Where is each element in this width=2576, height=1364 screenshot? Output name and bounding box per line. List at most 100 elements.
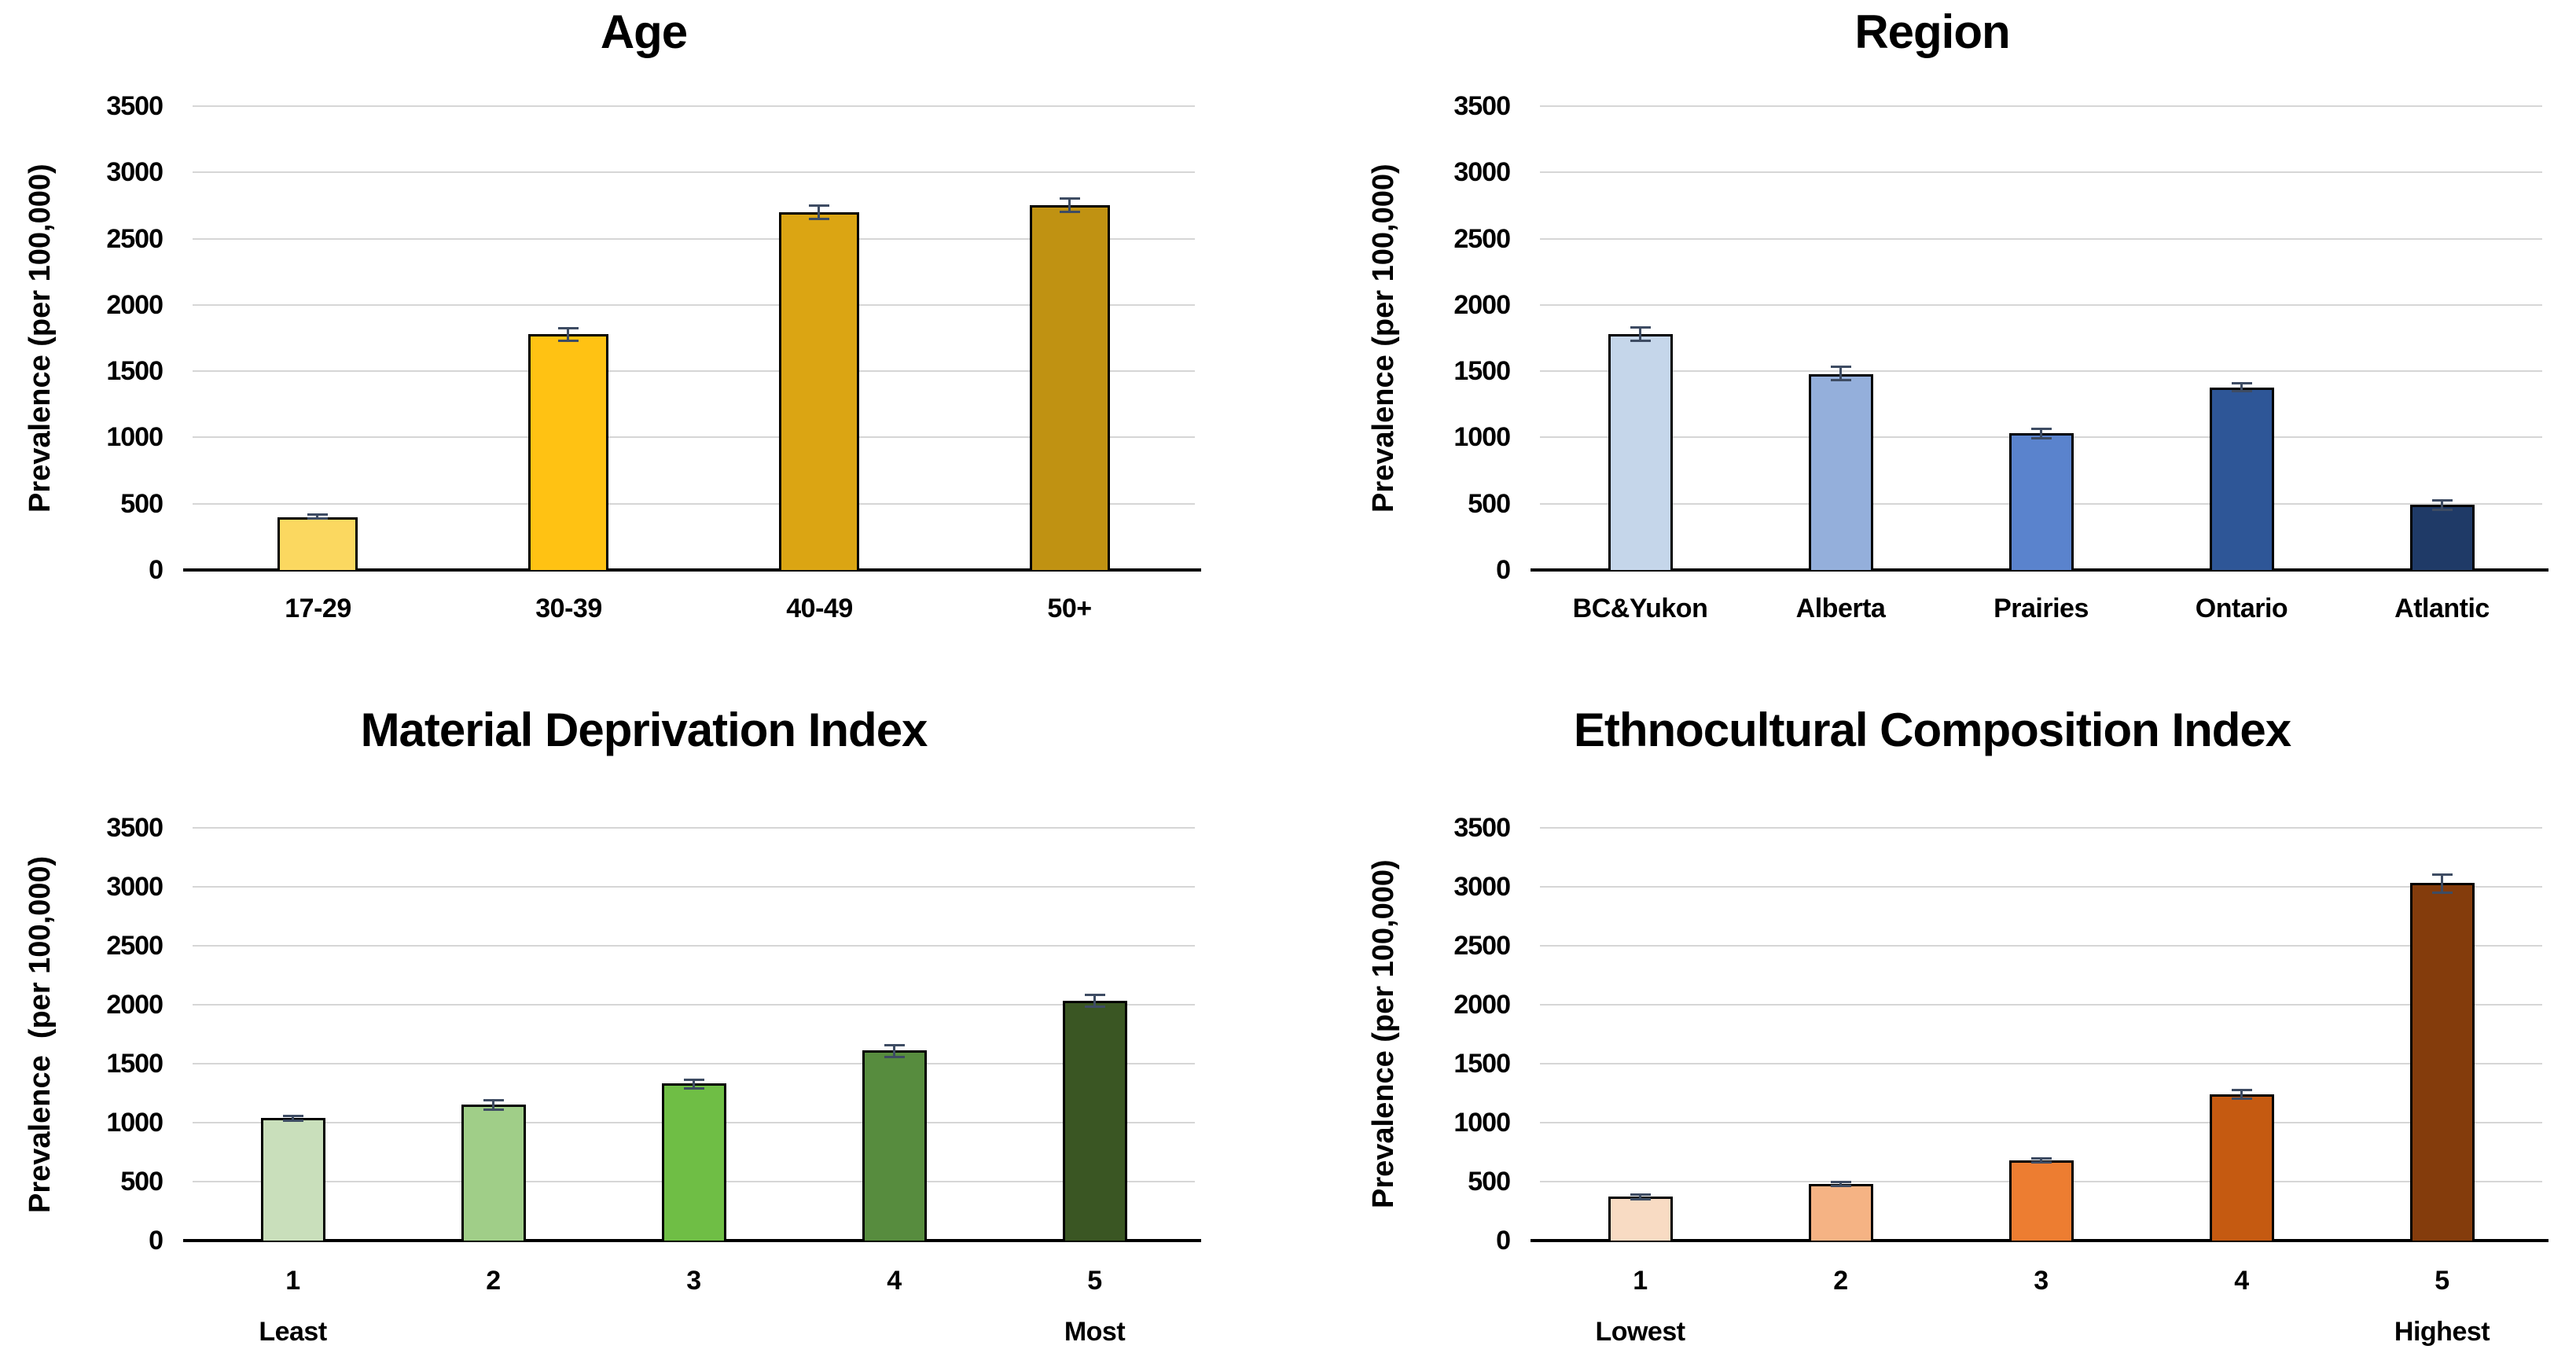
x-axis-label: Alberta xyxy=(1795,594,1886,623)
y-axis-tick: 3500 xyxy=(106,813,164,843)
y-gridline xyxy=(1540,171,2542,173)
y-axis-tick: 500 xyxy=(1468,489,1511,519)
y-gridline xyxy=(193,105,1195,107)
error-bar-line xyxy=(1839,1181,1842,1187)
chart-age: Age Prevalence (per 100,000) 3500 3000 250… xyxy=(0,0,1288,682)
y-gridline xyxy=(1540,827,2542,829)
error-bar-cap-top xyxy=(1831,1181,1851,1183)
x-axis-label: 5 xyxy=(2435,1266,2449,1296)
error-bar-cap-top xyxy=(483,1099,504,1101)
y-gridline xyxy=(193,1063,1195,1064)
y-axis-tick: 0 xyxy=(149,1226,164,1256)
x-axis-label: 4 xyxy=(2234,1266,2249,1296)
y-axis-tick: 1000 xyxy=(106,1108,164,1138)
error-bar-cap-top xyxy=(684,1079,704,1081)
chart-title: Material Deprivation Index xyxy=(360,704,928,756)
error-bar-cap-bottom xyxy=(1831,1185,1851,1187)
x-axis-label: 4 xyxy=(887,1266,902,1296)
error-bar-cap-top xyxy=(884,1044,905,1046)
bar xyxy=(2210,388,2274,570)
error-bar-line xyxy=(567,327,569,342)
error-bar-cap-top xyxy=(1085,994,1105,996)
y-gridline xyxy=(193,238,1195,240)
y-axis-tick: 3500 xyxy=(1453,91,1511,121)
error-bar xyxy=(483,1099,504,1111)
y-axis-tick: 3500 xyxy=(1453,813,1511,843)
error-bar-line xyxy=(292,1115,294,1122)
plot-area xyxy=(1531,827,2548,1242)
y-gridline xyxy=(193,436,1195,438)
bar xyxy=(1063,1001,1127,1241)
y-axis-tick: 2000 xyxy=(106,990,164,1020)
error-bar-line xyxy=(492,1099,494,1111)
y-axis-tick: 1000 xyxy=(106,422,164,452)
y-axis-tick: 2000 xyxy=(1453,290,1511,320)
bar xyxy=(2410,883,2475,1241)
x-axis-label: Atlantic xyxy=(2394,594,2490,623)
error-bar xyxy=(1630,326,1651,342)
y-axis-tick: 3000 xyxy=(106,157,164,187)
x-axis-sublabel: Highest xyxy=(2394,1317,2490,1347)
error-bar xyxy=(1085,994,1105,1008)
y-gridline xyxy=(1540,1122,2542,1123)
error-bar xyxy=(2031,428,2052,439)
chart-material-deprivation-index: Material Deprivation Index Prevalence (p… xyxy=(0,682,1288,1364)
bar xyxy=(662,1083,726,1241)
error-bar-line xyxy=(316,513,318,520)
error-bar xyxy=(283,1115,303,1122)
x-axis-label: Ontario xyxy=(2195,594,2288,623)
error-bar-cap-bottom xyxy=(884,1056,905,1058)
y-axis-tick: 0 xyxy=(149,555,164,585)
x-axis-label: 40-49 xyxy=(786,594,853,623)
error-bar-cap-bottom xyxy=(809,218,829,220)
y-axis-tick: 3000 xyxy=(106,872,164,902)
error-bar-line xyxy=(693,1079,695,1090)
x-axis-label: 50+ xyxy=(1047,594,1092,623)
bar xyxy=(528,334,608,570)
y-gridline xyxy=(1540,1004,2542,1006)
y-gridline xyxy=(193,1004,1195,1006)
error-bar-cap-top xyxy=(1060,197,1080,200)
y-gridline xyxy=(1540,886,2542,888)
error-bar xyxy=(2031,1157,2052,1164)
bar xyxy=(461,1105,526,1241)
error-bar-cap-bottom xyxy=(1085,1006,1105,1008)
x-axis-baseline xyxy=(1531,1239,2548,1242)
y-gridline xyxy=(1540,238,2542,240)
x-axis-label: BC&Yukon xyxy=(1572,594,1708,623)
error-bar-cap-top xyxy=(1831,366,1851,368)
error-bar-line xyxy=(1839,366,1842,381)
bar xyxy=(2009,433,2074,570)
y-axis-tick: 500 xyxy=(120,1167,164,1197)
y-gridline xyxy=(193,886,1195,888)
y-axis-tick: 0 xyxy=(1496,1226,1511,1256)
x-axis-baseline xyxy=(183,1239,1201,1242)
error-bar xyxy=(1831,366,1851,381)
error-bar xyxy=(1060,197,1080,213)
error-bar xyxy=(2432,873,2453,894)
y-gridline xyxy=(1540,105,2542,107)
bar xyxy=(1809,1184,1873,1241)
error-bar-cap-bottom xyxy=(483,1108,504,1111)
error-bar-cap-bottom xyxy=(283,1120,303,1122)
y-axis-tick: 2500 xyxy=(1453,931,1511,961)
bar xyxy=(1608,1197,1673,1241)
x-axis-sublabel: Lowest xyxy=(1595,1317,1685,1347)
chart-title: Region xyxy=(1854,6,2010,58)
error-bar-cap-bottom xyxy=(1831,379,1851,381)
bar xyxy=(2410,505,2475,570)
error-bar-line xyxy=(1093,994,1096,1008)
y-axis-tick: 1000 xyxy=(1453,1108,1511,1138)
error-bar-cap-bottom xyxy=(2432,892,2453,894)
error-bar-cap-top xyxy=(558,327,579,329)
error-bar-cap-top xyxy=(2432,499,2453,502)
error-bar-line xyxy=(2240,1089,2243,1100)
plot-area xyxy=(1531,105,2548,572)
y-axis-tick: 0 xyxy=(1496,555,1511,585)
error-bar-line xyxy=(893,1044,895,1058)
error-bar-line xyxy=(1639,1193,1641,1200)
error-bar-cap-bottom xyxy=(2232,390,2252,392)
error-bar-line xyxy=(2040,428,2042,439)
error-bar xyxy=(2232,382,2252,392)
